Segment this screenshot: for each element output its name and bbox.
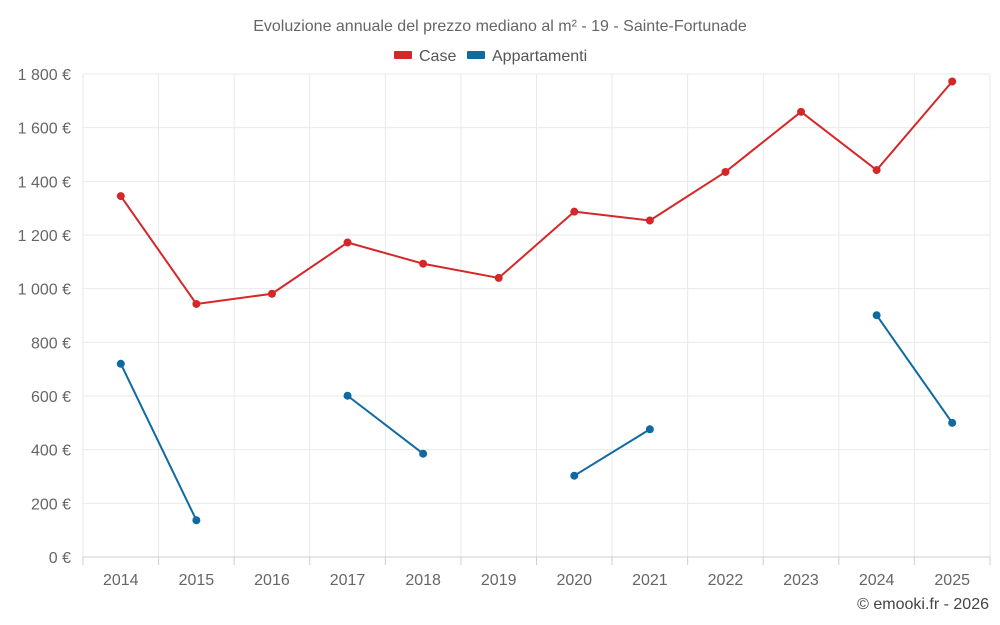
x-tick-label: 2023 bbox=[783, 572, 819, 589]
x-tick-label: 2022 bbox=[708, 572, 744, 589]
y-tick-label: 1 400 € bbox=[18, 174, 71, 191]
data-point-appartamenti[interactable] bbox=[116, 359, 125, 368]
axes: 0 € 200 € 400 € 600 € 800 € 1 000 € 1 200 € 1 4… bbox=[18, 67, 991, 589]
data-point-appartamenti[interactable] bbox=[419, 449, 428, 458]
data-point-case[interactable] bbox=[192, 299, 201, 308]
legend-label-appartamenti: Appartamenti bbox=[492, 48, 587, 65]
legend-swatch-appartamenti bbox=[467, 51, 485, 59]
x-tick-label: 2015 bbox=[179, 572, 215, 589]
series-appartamenti bbox=[116, 311, 957, 525]
x-tick-label: 2025 bbox=[934, 572, 970, 589]
y-tick-label: 1 800 € bbox=[18, 67, 71, 84]
data-point-appartamenti[interactable] bbox=[948, 418, 957, 427]
series-case bbox=[116, 77, 957, 308]
legend-item-case[interactable]: Case bbox=[394, 48, 456, 65]
chart-title: Evoluzione annuale del prezzo mediano al… bbox=[253, 18, 747, 35]
y-tick-label: 200 € bbox=[31, 496, 71, 513]
data-point-appartamenti[interactable] bbox=[645, 425, 654, 434]
y-tick-label: 0 € bbox=[49, 550, 71, 567]
data-point-case[interactable] bbox=[267, 289, 276, 298]
y-tick-label: 1 200 € bbox=[18, 228, 71, 245]
series-line-appartamenti bbox=[573, 428, 651, 477]
data-point-case[interactable] bbox=[419, 259, 428, 268]
x-tick-label: 2016 bbox=[254, 572, 290, 589]
data-point-case[interactable] bbox=[872, 166, 881, 175]
y-tick-label: 1 600 € bbox=[18, 121, 71, 138]
data-point-case[interactable] bbox=[645, 216, 654, 225]
legend-label-case: Case bbox=[419, 48, 456, 65]
x-tick-label: 2024 bbox=[859, 572, 895, 589]
y-tick-label: 800 € bbox=[31, 335, 71, 352]
data-point-case[interactable] bbox=[797, 107, 806, 116]
x-tick-label: 2021 bbox=[632, 572, 668, 589]
y-tick-label: 1 000 € bbox=[18, 282, 71, 299]
data-point-appartamenti[interactable] bbox=[872, 311, 881, 320]
x-tick-label: 2018 bbox=[405, 572, 441, 589]
credit-text: © emooki.fr - 2026 bbox=[857, 596, 989, 613]
series-line-case bbox=[119, 80, 954, 305]
y-tick-label: 400 € bbox=[31, 443, 71, 460]
data-point-case[interactable] bbox=[116, 192, 125, 201]
legend-item-appartamenti[interactable]: Appartamenti bbox=[467, 48, 587, 65]
series-line-appartamenti bbox=[346, 394, 425, 455]
x-tick-label: 2014 bbox=[103, 572, 139, 589]
series-layer bbox=[116, 77, 957, 525]
data-point-case[interactable] bbox=[948, 77, 957, 86]
legend-swatch-case bbox=[394, 51, 412, 59]
data-point-appartamenti[interactable] bbox=[192, 516, 201, 525]
data-point-case[interactable] bbox=[494, 273, 503, 282]
x-tick-label: 2019 bbox=[481, 572, 517, 589]
data-point-case[interactable] bbox=[343, 238, 352, 247]
series-line-appartamenti bbox=[119, 362, 198, 522]
data-point-case[interactable] bbox=[570, 207, 579, 216]
x-tick-label: 2020 bbox=[556, 572, 592, 589]
data-point-appartamenti[interactable] bbox=[570, 471, 579, 480]
data-point-appartamenti[interactable] bbox=[343, 391, 352, 400]
data-point-case[interactable] bbox=[721, 167, 730, 176]
x-tick-label: 2017 bbox=[330, 572, 366, 589]
y-tick-label: 600 € bbox=[31, 389, 71, 406]
series-line-appartamenti bbox=[875, 314, 954, 424]
legend: Case Appartamenti bbox=[394, 48, 587, 65]
grid bbox=[82, 73, 991, 557]
